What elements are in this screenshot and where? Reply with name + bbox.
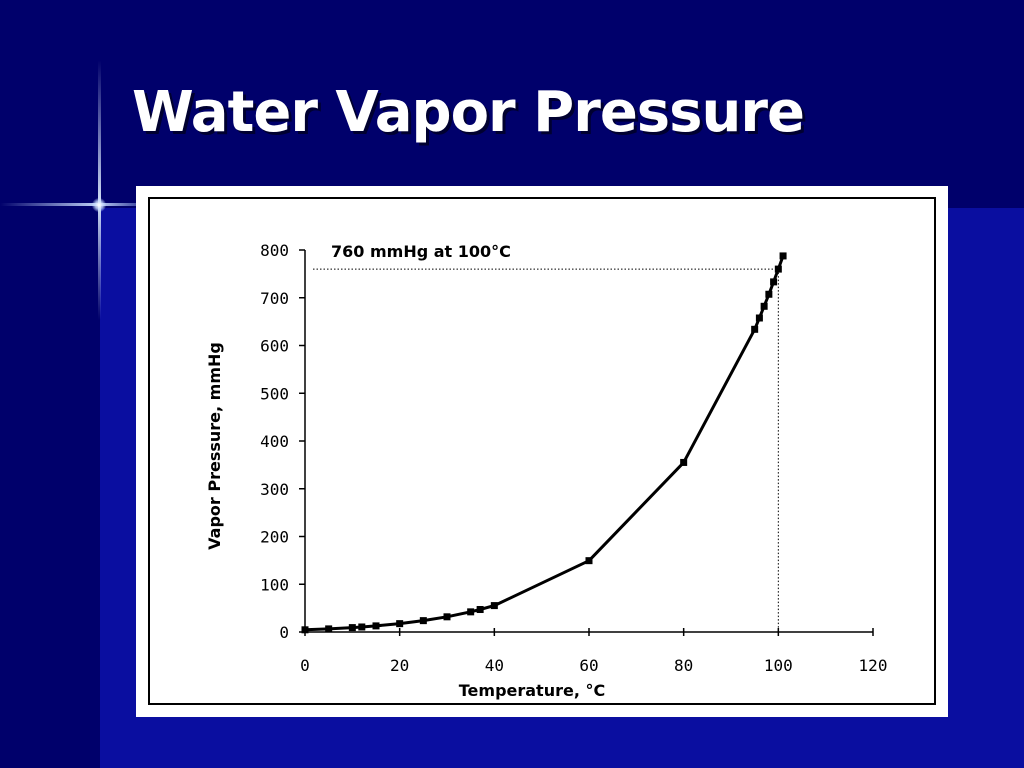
data-point <box>467 608 475 616</box>
x-tick-label: 80 <box>674 656 693 675</box>
x-tick-label: 0 <box>300 656 310 675</box>
data-point <box>419 617 427 625</box>
x-tick-label: 60 <box>579 656 598 675</box>
data-point <box>774 265 782 273</box>
y-tick-label: 800 <box>260 241 289 260</box>
y-tick-label: 600 <box>260 337 289 356</box>
data-points <box>301 252 787 634</box>
y-tick-label: 0 <box>279 623 289 642</box>
chart-axes: 0 20 40 60 80 100 120 0 100 200 300 400 500 600 700 800 <box>260 241 887 675</box>
data-point <box>770 278 778 286</box>
x-axis-title: Temperature, °C <box>459 681 605 700</box>
slide-title: Water Vapor Pressure <box>132 80 805 145</box>
data-point <box>358 623 366 631</box>
y-tick-label: 400 <box>260 432 289 451</box>
light-flare-vertical <box>98 60 101 320</box>
data-point <box>443 613 451 621</box>
reference-lines <box>313 268 779 632</box>
chart-panel: 0 20 40 60 80 100 120 0 100 200 300 400 500 600 700 800… <box>136 186 948 717</box>
light-flare-core <box>92 198 106 212</box>
data-point <box>476 606 484 614</box>
x-tick-label: 40 <box>485 656 504 675</box>
vapor-pressure-chart: 0 20 40 60 80 100 120 0 100 200 300 400 500 600 700 800… <box>148 197 936 705</box>
data-point <box>680 458 688 466</box>
data-point <box>396 620 404 628</box>
annotation-label: 760 mmHg at 100°C <box>331 242 511 261</box>
data-point <box>301 626 309 634</box>
y-tick-label: 100 <box>260 575 289 594</box>
x-tick-label: 100 <box>764 656 793 675</box>
data-point <box>490 602 498 610</box>
light-flare-horizontal <box>0 203 150 206</box>
data-point <box>779 252 787 260</box>
y-axis-title: Vapor Pressure, mmHg <box>205 342 224 550</box>
data-point <box>755 314 763 322</box>
y-tick-label: 200 <box>260 528 289 547</box>
data-point <box>325 625 333 633</box>
x-tick-label: 20 <box>390 656 409 675</box>
data-point <box>765 290 773 298</box>
background-top-band <box>0 0 1024 208</box>
data-point <box>585 557 593 565</box>
x-tick-label: 120 <box>859 656 888 675</box>
chart-frame <box>148 197 936 705</box>
background-left-band <box>0 0 100 768</box>
data-point <box>751 325 759 333</box>
data-point <box>348 624 356 632</box>
y-tick-label: 700 <box>260 289 289 308</box>
y-tick-label: 500 <box>260 384 289 403</box>
y-tick-label: 300 <box>260 480 289 499</box>
data-point <box>760 302 768 310</box>
data-point <box>372 622 380 630</box>
